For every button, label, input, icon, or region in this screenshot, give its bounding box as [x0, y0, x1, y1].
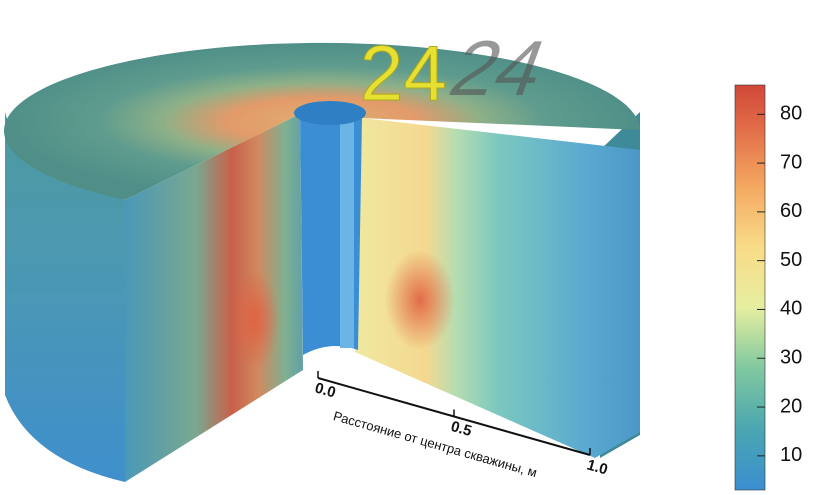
colorbar-tick-label: 70 — [780, 151, 802, 173]
well-hole — [294, 101, 366, 125]
colorbar-tick-label: 60 — [780, 200, 802, 222]
right-cut-face — [355, 118, 640, 458]
colorbar-tick-label: 80 — [780, 103, 802, 125]
colorbar-tick-label: 50 — [780, 249, 802, 271]
hot-zone — [230, 270, 280, 370]
colorbar-tick-label: 10 — [780, 444, 802, 466]
well-shaft-highlight — [340, 118, 354, 348]
colorbar-gradient — [734, 84, 766, 491]
left-cut-face — [125, 114, 303, 482]
axis-tick-label: 1.0 — [585, 456, 610, 478]
colorbar-tick-label: 20 — [780, 395, 802, 417]
axis-tick-label: 0.0 — [313, 379, 338, 401]
outer-side — [5, 112, 125, 482]
hot-zone — [385, 250, 455, 350]
colorbar: 10 20 30 40 50 60 70 80 — [734, 84, 802, 491]
cylinder — [4, 42, 640, 482]
axis-tick-label: 0.5 — [449, 418, 474, 440]
colorbar-tick-label: 40 — [780, 298, 802, 320]
colorbar-tick-label: 30 — [780, 347, 802, 369]
frame-label: 24 — [360, 29, 447, 117]
top-surface — [4, 42, 640, 201]
